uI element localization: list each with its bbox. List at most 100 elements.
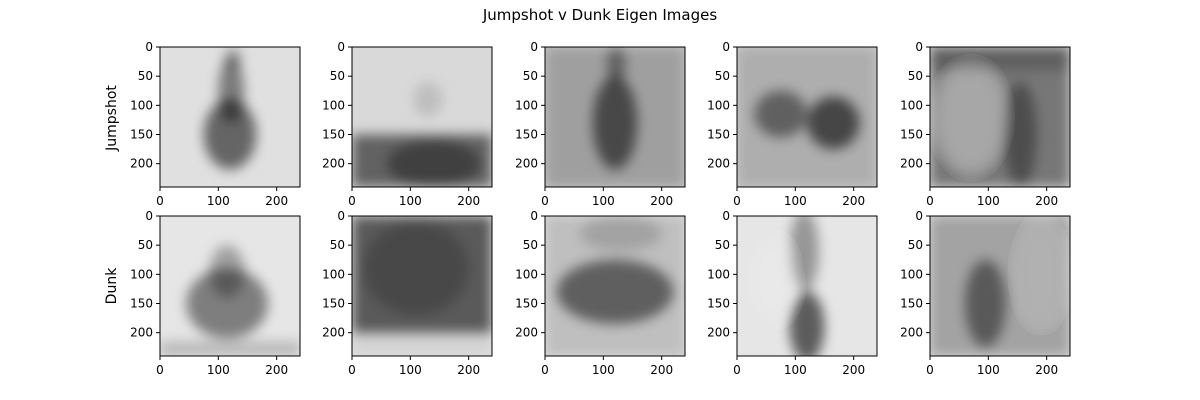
x-tick-label: 100 <box>399 194 422 208</box>
x-tick-label: 200 <box>1035 363 1058 377</box>
image-feature <box>557 260 674 324</box>
x-tick-label: 0 <box>348 194 356 208</box>
image-feature <box>790 292 825 362</box>
image-feature <box>413 82 442 117</box>
y-tick-label: 200 <box>900 326 923 340</box>
y-tick-label: 50 <box>138 69 153 83</box>
image-feature <box>930 47 1070 70</box>
y-tick-label: 200 <box>130 157 153 171</box>
y-tick-label: 100 <box>707 98 730 112</box>
y-tick-label: 100 <box>515 267 538 281</box>
x-tick-label: 200 <box>842 363 865 377</box>
y-tick-label: 100 <box>322 98 345 112</box>
x-tick-label: 200 <box>650 363 673 377</box>
x-tick-label: 0 <box>156 194 164 208</box>
image-feature <box>210 245 245 298</box>
y-tick-label: 200 <box>322 326 345 340</box>
y-tick-label: 200 <box>515 326 538 340</box>
y-tick-label: 0 <box>145 40 153 54</box>
x-tick-label: 0 <box>541 363 549 377</box>
x-tick-label: 100 <box>399 363 422 377</box>
y-tick-label: 150 <box>130 128 153 142</box>
y-tick-label: 0 <box>145 209 153 223</box>
image-feature <box>387 140 480 187</box>
y-tick-label: 200 <box>322 157 345 171</box>
y-tick-label: 100 <box>322 267 345 281</box>
y-tick-label: 100 <box>707 267 730 281</box>
x-tick-label: 100 <box>784 363 807 377</box>
x-tick-label: 0 <box>541 194 549 208</box>
image-feature <box>807 97 860 150</box>
x-tick-label: 0 <box>733 194 741 208</box>
x-tick-label: 100 <box>207 363 230 377</box>
y-tick-label: 50 <box>908 238 923 252</box>
y-tick-label: 50 <box>138 238 153 252</box>
y-tick-label: 200 <box>900 157 923 171</box>
x-tick-label: 200 <box>265 194 288 208</box>
image-feature <box>364 222 469 315</box>
y-tick-label: 50 <box>330 238 345 252</box>
y-tick-label: 150 <box>707 128 730 142</box>
image-feature <box>1004 82 1037 187</box>
y-tick-label: 200 <box>707 326 730 340</box>
x-tick-label: 100 <box>592 194 615 208</box>
y-tick-label: 200 <box>707 157 730 171</box>
y-tick-label: 0 <box>530 209 538 223</box>
x-tick-label: 100 <box>207 194 230 208</box>
y-tick-label: 150 <box>322 128 345 142</box>
row-label-jumpshot: Jumpshot <box>104 85 120 152</box>
row-label-dunk: Dunk <box>104 267 120 305</box>
x-tick-label: 0 <box>156 363 164 377</box>
image-feature <box>1018 222 1065 327</box>
y-tick-label: 100 <box>900 267 923 281</box>
y-tick-label: 200 <box>130 326 153 340</box>
y-tick-label: 150 <box>130 297 153 311</box>
x-tick-label: 100 <box>977 194 1000 208</box>
image-feature <box>580 216 662 251</box>
y-tick-label: 100 <box>515 98 538 112</box>
y-tick-label: 0 <box>337 209 345 223</box>
x-tick-label: 200 <box>265 363 288 377</box>
y-tick-label: 150 <box>707 297 730 311</box>
x-tick-label: 200 <box>842 194 865 208</box>
y-tick-label: 0 <box>722 40 730 54</box>
x-tick-label: 100 <box>592 363 615 377</box>
y-tick-label: 50 <box>523 69 538 83</box>
y-tick-label: 0 <box>915 209 923 223</box>
x-tick-label: 200 <box>457 363 480 377</box>
x-tick-label: 200 <box>650 194 673 208</box>
y-tick-label: 150 <box>515 297 538 311</box>
image-feature <box>965 260 1006 348</box>
image-feature <box>160 341 300 356</box>
y-tick-label: 200 <box>515 157 538 171</box>
y-tick-label: 50 <box>908 69 923 83</box>
y-tick-label: 50 <box>523 238 538 252</box>
image-feature <box>939 65 1003 170</box>
x-tick-label: 100 <box>977 363 1000 377</box>
x-tick-label: 0 <box>926 194 934 208</box>
x-tick-label: 0 <box>926 363 934 377</box>
y-tick-label: 100 <box>900 98 923 112</box>
image-feature <box>607 47 626 82</box>
y-tick-label: 0 <box>722 209 730 223</box>
y-tick-label: 150 <box>322 297 345 311</box>
image-feature <box>749 239 796 321</box>
figure-title: Jumpshot v Dunk Eigen Images <box>482 6 718 24</box>
y-tick-label: 150 <box>900 128 923 142</box>
x-tick-label: 200 <box>1035 194 1058 208</box>
image-feature <box>352 333 492 356</box>
y-tick-label: 150 <box>515 128 538 142</box>
x-tick-label: 0 <box>733 363 741 377</box>
image-feature <box>225 48 241 69</box>
x-tick-label: 0 <box>348 363 356 377</box>
x-tick-label: 100 <box>784 194 807 208</box>
y-tick-label: 100 <box>130 267 153 281</box>
y-tick-label: 50 <box>330 69 345 83</box>
y-tick-label: 0 <box>530 40 538 54</box>
x-tick-label: 200 <box>457 194 480 208</box>
y-tick-label: 0 <box>337 40 345 54</box>
y-tick-label: 50 <box>715 69 730 83</box>
y-tick-label: 100 <box>130 98 153 112</box>
y-tick-label: 50 <box>715 238 730 252</box>
